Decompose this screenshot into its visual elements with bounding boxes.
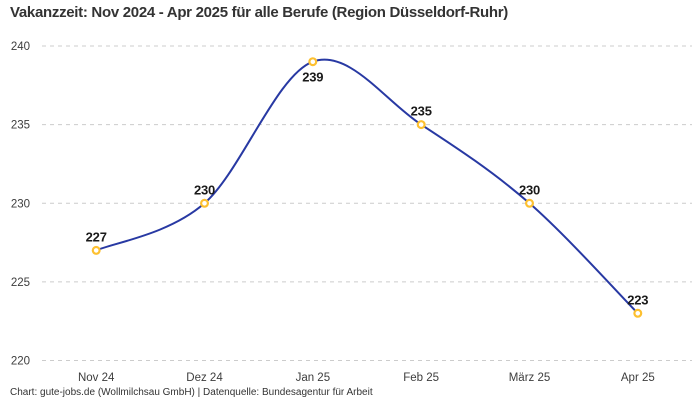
y-tick-label: 235 bbox=[11, 120, 30, 132]
data-point-marker[interactable] bbox=[91, 245, 101, 255]
y-tick-label: 240 bbox=[11, 41, 30, 53]
data-point-label: 230 bbox=[519, 182, 540, 197]
data-point-labels: 227 230 239 235 230 223 bbox=[86, 70, 649, 308]
data-point-label: 223 bbox=[627, 292, 648, 307]
x-tick-label: Apr 25 bbox=[621, 372, 655, 384]
x-tick-label: Dez 24 bbox=[186, 372, 223, 384]
y-tick-label: 230 bbox=[11, 198, 30, 210]
y-axis-tick-labels: 220 225 230 235 240 bbox=[11, 41, 30, 368]
data-point-label: 230 bbox=[194, 182, 215, 197]
y-tick-label: 220 bbox=[11, 356, 30, 368]
x-tick-label: Jan 25 bbox=[296, 372, 331, 384]
series-line bbox=[95, 58, 639, 315]
y-tick-label: 225 bbox=[11, 277, 30, 289]
data-point-marker[interactable] bbox=[524, 198, 534, 208]
data-line bbox=[95, 58, 639, 315]
data-point-marker[interactable] bbox=[633, 308, 643, 318]
data-point-label: 227 bbox=[86, 229, 107, 244]
data-point-label: 235 bbox=[411, 104, 432, 119]
data-point-marker[interactable] bbox=[416, 120, 426, 130]
x-tick-label: Feb 25 bbox=[403, 372, 439, 384]
chart-title: Vakanzzeit: Nov 2024 - Apr 2025 für alle… bbox=[10, 4, 508, 21]
data-point-marker[interactable] bbox=[200, 198, 210, 208]
gridlines bbox=[42, 45, 692, 361]
data-point-markers bbox=[91, 57, 643, 318]
x-tick-label: März 25 bbox=[509, 372, 551, 384]
x-axis-tick-labels: Nov 24 Dez 24 Jan 25 Feb 25 März 25 Apr 25 bbox=[78, 372, 655, 384]
chart-source-note: Chart: gute-jobs.de (Wollmilchsau GmbH) … bbox=[10, 387, 373, 398]
data-point-label: 239 bbox=[302, 70, 323, 85]
x-tick-label: Nov 24 bbox=[78, 372, 115, 384]
data-point-marker[interactable] bbox=[308, 57, 318, 67]
